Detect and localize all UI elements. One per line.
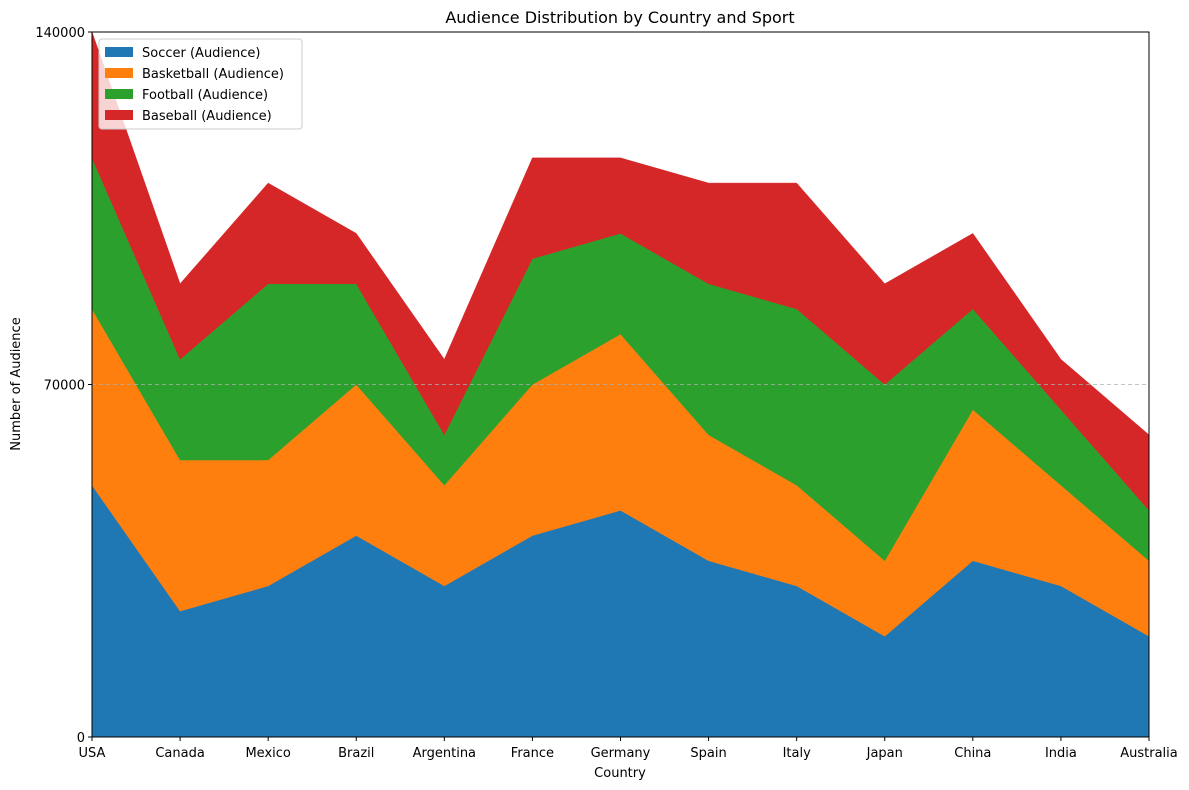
y-axis-ticks: 0 70000 140000 [35,26,92,746]
y-tick-label: 0 [77,731,85,746]
x-tick-label: Japan [866,746,903,761]
legend-label: Soccer (Audience) [142,46,261,61]
legend-swatch [105,89,133,99]
x-tick-label: Germany [591,746,651,761]
area-layers [91,31,1150,738]
legend-swatch [105,47,133,57]
x-axis-title: Country [594,766,646,781]
y-tick-label: 70000 [44,379,85,394]
x-tick-label: Canada [155,746,204,761]
chart-title: Audience Distribution by Country and Spo… [445,8,794,27]
y-tick-label: 140000 [35,26,85,41]
x-axis-ticks: USA Canada Mexico Brazil Argentina France Germ… [79,737,1178,761]
x-tick-label: Argentina [413,746,476,761]
legend-label: Baseball (Audience) [142,109,272,124]
x-tick-label: Italy [783,746,812,761]
x-tick-label: China [954,746,991,761]
x-tick-label: Australia [1120,746,1178,761]
legend: Soccer (Audience) Basketball (Audience) Fo… [98,38,303,130]
x-tick-label: Mexico [245,746,290,761]
legend-swatch [105,68,133,78]
y-axis-title: Number of Audience [9,317,24,450]
legend-label: Football (Audience) [142,88,268,103]
x-tick-label: Brazil [338,746,374,761]
legend-swatch [105,110,133,120]
x-tick-label: France [511,746,554,761]
x-tick-label: India [1045,746,1077,761]
x-tick-label: USA [79,746,106,761]
legend-label: Basketball (Audience) [142,67,284,82]
legend-box [98,38,303,130]
x-tick-label: Spain [690,746,726,761]
